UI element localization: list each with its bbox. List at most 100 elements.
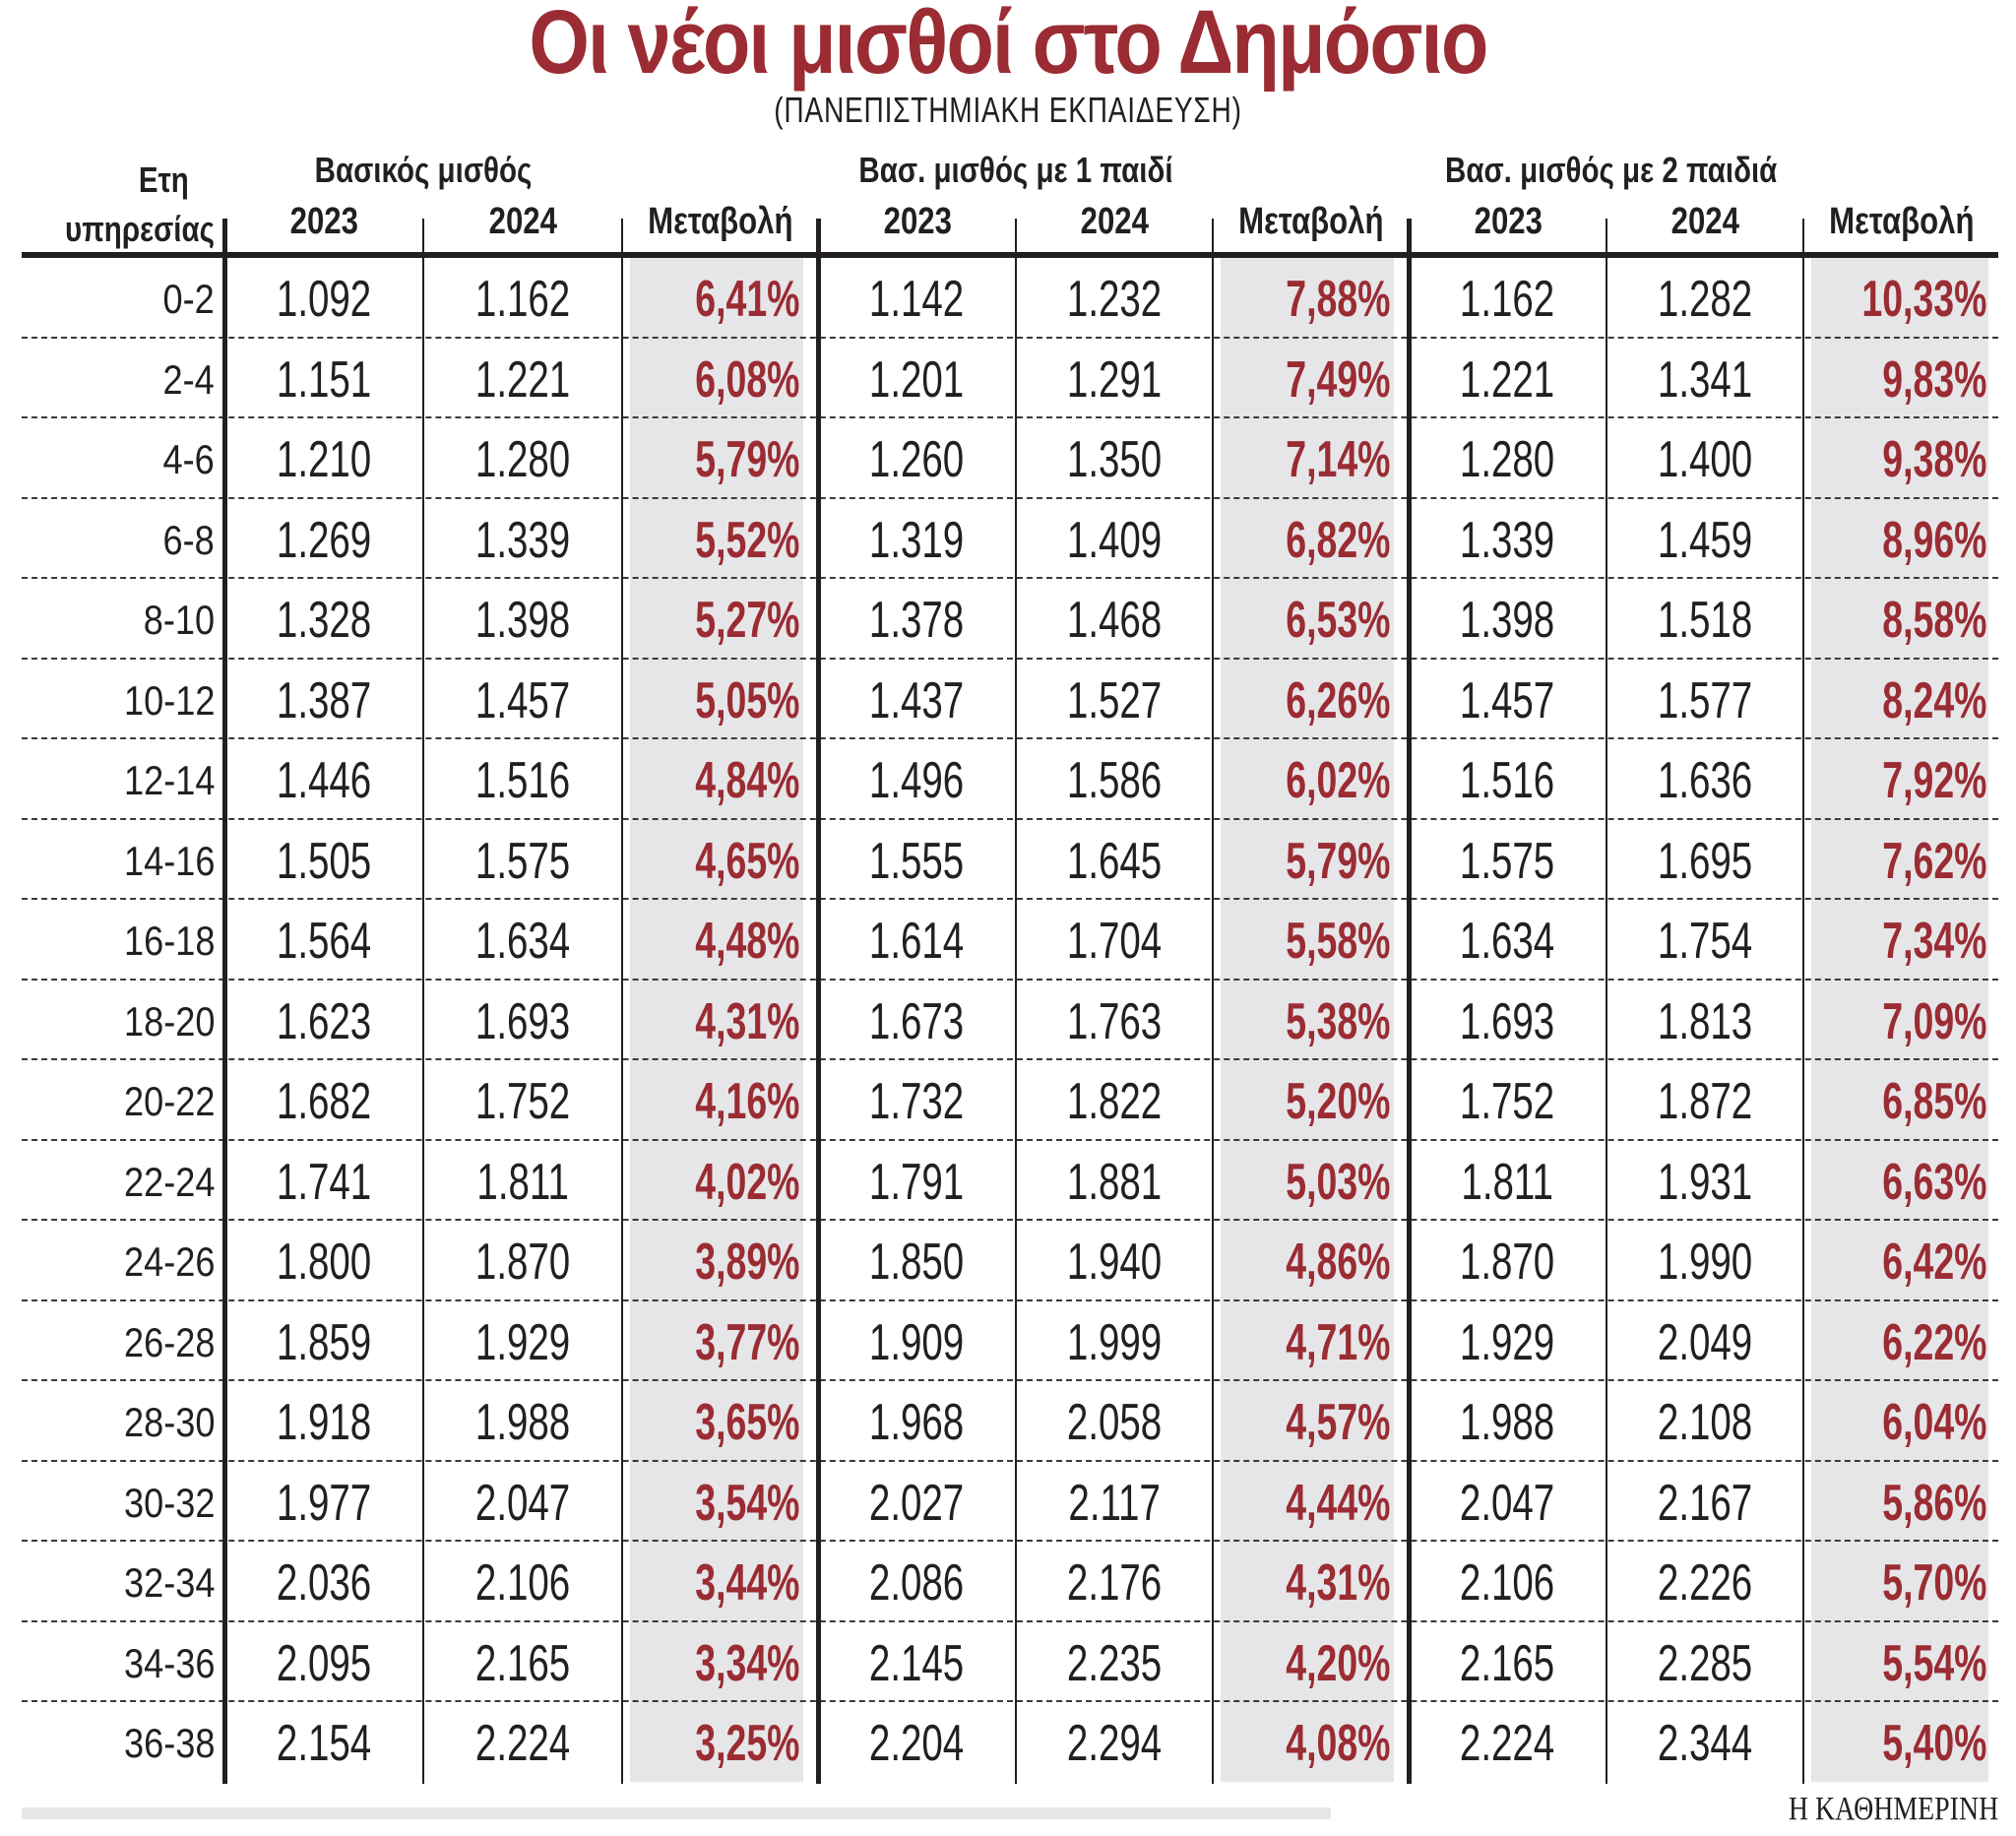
cell-one-child-2024: 1.822 xyxy=(1066,1073,1163,1130)
cell-two-children-change: 6,42% xyxy=(1881,1234,1986,1291)
cell-years: 20-22 xyxy=(123,1078,215,1124)
cell-basic-2023: 1.623 xyxy=(276,992,372,1050)
row-divider xyxy=(22,657,1998,660)
cell-basic-2024: 1.280 xyxy=(474,431,571,488)
cell-one-child-2024: 1.645 xyxy=(1066,832,1163,890)
cell-years: 0-2 xyxy=(162,276,215,322)
header-group-two-children: Βασ. μισθός με 2 παιδιά xyxy=(1445,150,1778,190)
cell-basic-2024: 1.516 xyxy=(474,752,571,809)
cell-basic-2024: 1.398 xyxy=(474,592,571,649)
cell-two-children-2023: 1.752 xyxy=(1459,1073,1555,1130)
table-row: 4-6 1.210 1.280 5,79% 1.260 1.350 7,14% 1.280 1.… xyxy=(22,418,1998,499)
cell-basic-2023: 1.800 xyxy=(276,1234,372,1291)
cell-one-child-2023: 1.732 xyxy=(868,1073,965,1130)
cell-basic-change: 3,25% xyxy=(694,1715,799,1772)
cell-basic-2024: 1.929 xyxy=(474,1313,571,1371)
cell-one-child-2023: 1.850 xyxy=(868,1234,965,1291)
divider xyxy=(1015,219,1017,1784)
table-row: 26-28 1.859 1.929 3,77% 1.909 1.999 4,71% 1.929… xyxy=(22,1301,1998,1381)
cell-two-children-2023: 1.693 xyxy=(1459,992,1555,1050)
row-divider xyxy=(22,978,1998,981)
cell-basic-2023: 1.446 xyxy=(276,752,372,809)
cell-one-child-2024: 1.232 xyxy=(1066,271,1163,328)
cell-two-children-change: 5,40% xyxy=(1881,1715,1986,1772)
row-divider xyxy=(22,1058,1998,1060)
row-divider xyxy=(22,1379,1998,1381)
cell-one-child-2024: 2.117 xyxy=(1068,1474,1161,1532)
cell-one-child-change: 5,38% xyxy=(1285,992,1390,1050)
cell-two-children-change: 10,33% xyxy=(1861,271,1986,328)
cell-one-child-2024: 1.527 xyxy=(1066,671,1163,729)
cell-two-children-change: 5,86% xyxy=(1881,1474,1986,1532)
cell-two-children-change: 8,96% xyxy=(1881,511,1986,569)
cell-basic-2024: 1.457 xyxy=(474,671,571,729)
cell-basic-2023: 1.564 xyxy=(276,913,372,970)
cell-one-child-2024: 1.704 xyxy=(1066,913,1163,970)
divider-years xyxy=(222,219,227,1784)
divider xyxy=(422,219,424,1784)
cell-basic-2024: 1.575 xyxy=(474,832,571,890)
cell-basic-2023: 1.387 xyxy=(276,671,372,729)
cell-one-child-2023: 1.142 xyxy=(868,271,965,328)
cell-years: 4-6 xyxy=(162,436,215,482)
cell-one-child-2023: 1.968 xyxy=(868,1394,965,1451)
header-rule xyxy=(22,252,1998,258)
cell-years: 12-14 xyxy=(123,757,215,803)
table-row: 24-26 1.800 1.870 3,89% 1.850 1.940 4,86% 1.870… xyxy=(22,1221,1998,1301)
cell-two-children-2024: 1.754 xyxy=(1657,913,1753,970)
row-divider xyxy=(22,898,1998,900)
cell-one-child-2024: 1.586 xyxy=(1066,752,1163,809)
cell-basic-2024: 1.988 xyxy=(474,1394,571,1451)
cell-one-child-change: 5,79% xyxy=(1285,832,1390,890)
cell-one-child-change: 6,26% xyxy=(1285,671,1390,729)
header-two-children-2023: 2023 xyxy=(1474,201,1543,242)
cell-one-child-2023: 1.260 xyxy=(868,431,965,488)
cell-basic-2023: 1.918 xyxy=(276,1394,372,1451)
cell-one-child-2023: 2.027 xyxy=(868,1474,965,1532)
header-one-child-change: Μεταβολή xyxy=(1238,201,1384,242)
cell-two-children-2023: 1.339 xyxy=(1459,511,1555,569)
header-years-line2: υπηρεσίας xyxy=(65,209,215,249)
header-group-basic: Βασικός μισθός xyxy=(314,150,533,190)
cell-two-children-2024: 1.990 xyxy=(1657,1234,1753,1291)
cell-two-children-2023: 2.047 xyxy=(1459,1474,1555,1532)
cell-one-child-2024: 1.291 xyxy=(1066,350,1163,409)
cell-two-children-2024: 2.108 xyxy=(1657,1394,1753,1451)
cell-years: 14-16 xyxy=(123,837,215,884)
cell-one-child-change: 4,44% xyxy=(1285,1474,1390,1532)
cell-two-children-change: 7,34% xyxy=(1881,913,1986,970)
header-one-child-2024: 2024 xyxy=(1080,201,1149,242)
cell-two-children-2024: 1.931 xyxy=(1657,1153,1753,1211)
cell-two-children-2023: 1.634 xyxy=(1459,913,1555,970)
change-column-shade-basic xyxy=(630,258,803,1782)
cell-basic-change: 4,31% xyxy=(694,992,799,1050)
cell-basic-change: 3,77% xyxy=(694,1313,799,1371)
table-row: 6-8 1.269 1.339 5,52% 1.319 1.409 6,82% 1.339 1.… xyxy=(22,499,1998,579)
divider xyxy=(1606,219,1607,1784)
cell-years: 34-36 xyxy=(123,1639,215,1686)
cell-one-child-2023: 1.437 xyxy=(868,671,965,729)
cell-one-child-2023: 1.319 xyxy=(868,511,965,569)
table-row: 28-30 1.918 1.988 3,65% 1.968 2.058 4,57% 1.988… xyxy=(22,1381,1998,1462)
cell-two-children-2024: 1.636 xyxy=(1657,752,1753,809)
cell-two-children-change: 6,85% xyxy=(1881,1073,1986,1130)
cell-two-children-2024: 1.695 xyxy=(1657,832,1753,890)
row-divider xyxy=(22,1219,1998,1221)
table-row: 22-24 1.741 1.811 4,02% 1.791 1.881 5,03% 1.811… xyxy=(22,1141,1998,1221)
cell-basic-2023: 2.036 xyxy=(276,1554,372,1612)
divider xyxy=(621,219,623,1784)
table-row: 34-36 2.095 2.165 3,34% 2.145 2.235 4,20% 2.165… xyxy=(22,1622,1998,1702)
cell-basic-2023: 1.210 xyxy=(276,431,372,488)
table-row: 8-10 1.328 1.398 5,27% 1.378 1.468 6,53% 1.398 1… xyxy=(22,579,1998,660)
cell-one-child-change: 4,57% xyxy=(1285,1394,1390,1451)
cell-two-children-2023: 1.870 xyxy=(1459,1234,1555,1291)
cell-one-child-2023: 2.086 xyxy=(868,1554,965,1612)
footer-bar xyxy=(22,1807,1331,1819)
cell-basic-2024: 1.634 xyxy=(474,913,571,970)
cell-two-children-2024: 1.872 xyxy=(1657,1073,1753,1130)
cell-basic-change: 5,27% xyxy=(694,592,799,649)
header-two-children-2024: 2024 xyxy=(1670,201,1739,242)
cell-one-child-change: 5,58% xyxy=(1285,913,1390,970)
cell-two-children-change: 6,04% xyxy=(1881,1394,1986,1451)
cell-years: 6-8 xyxy=(162,516,215,563)
